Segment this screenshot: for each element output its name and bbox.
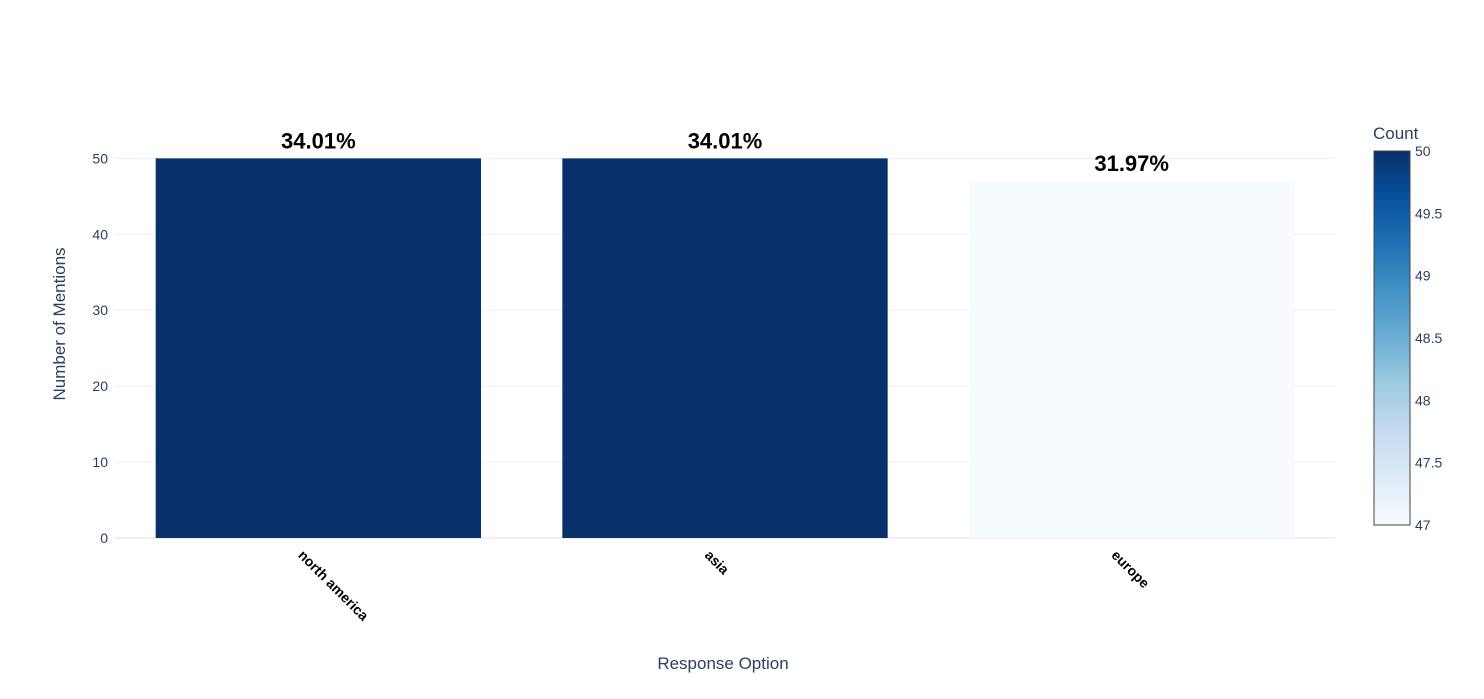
axes: Number of Mentions Response Option — [50, 247, 789, 673]
bars — [155, 158, 1295, 539]
y-axis-title: Number of Mentions — [50, 247, 69, 400]
colorbar-title: Count — [1373, 124, 1419, 143]
colorbar-tick-label: 47 — [1415, 517, 1431, 533]
y-tick-label: 10 — [92, 454, 108, 470]
colorbar-tick-label: 47.5 — [1415, 455, 1442, 471]
bar-data-label: 31.97% — [1094, 151, 1169, 176]
bar-data-label: 34.01% — [688, 128, 763, 153]
x-tick-label: europe — [1109, 547, 1153, 591]
colorbar: Count 47 47.5 48 48.5 49 49.5 50 — [1373, 124, 1442, 533]
colorbar-tick-label: 50 — [1415, 143, 1431, 159]
y-tick-label: 20 — [92, 378, 108, 394]
x-tick-label: asia — [702, 547, 733, 578]
colorbar-scale — [1373, 150, 1411, 526]
y-tick-label: 30 — [92, 302, 108, 318]
y-tick-label: 50 — [92, 150, 108, 166]
colorbar-tick-label: 48.5 — [1415, 330, 1442, 346]
y-tick-label: 40 — [92, 226, 108, 242]
bar[interactable] — [155, 158, 481, 539]
y-tick-label: 0 — [100, 530, 108, 546]
colorbar-tick-label: 49 — [1415, 268, 1431, 284]
bar[interactable] — [562, 158, 888, 539]
x-tick-label: north america — [295, 547, 372, 624]
colorbar-tick-label: 48 — [1415, 392, 1431, 408]
colorbar-tick-label: 49.5 — [1415, 205, 1442, 221]
x-axis-title: Response Option — [657, 654, 788, 673]
bar[interactable] — [969, 181, 1295, 539]
bar-data-label: 34.01% — [281, 128, 356, 153]
